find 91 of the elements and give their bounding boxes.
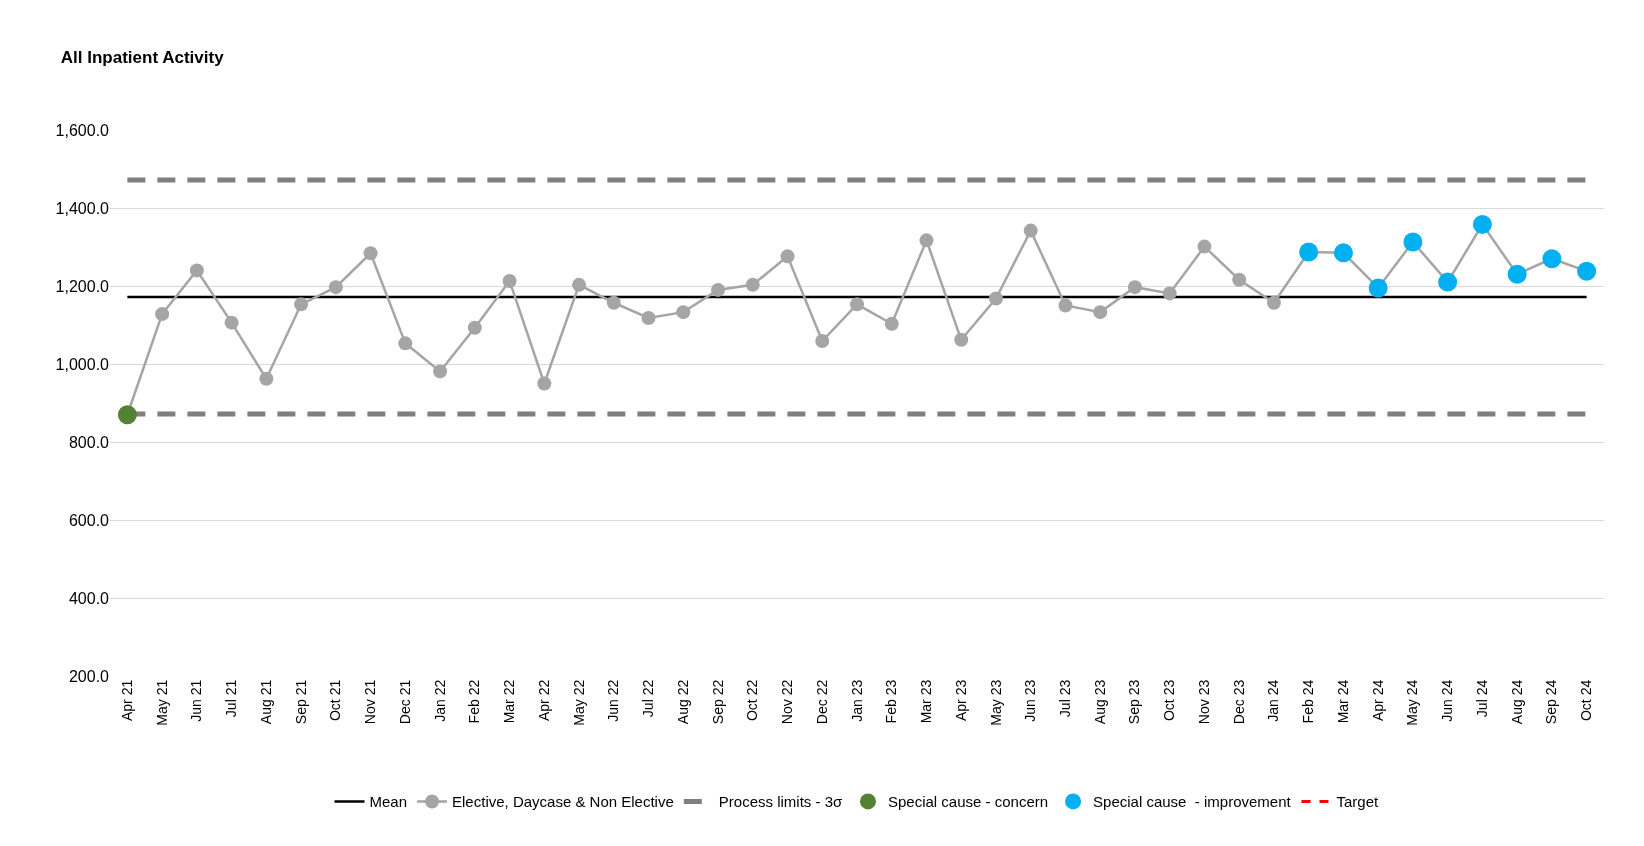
point <box>502 273 517 288</box>
y-tick-label: 1,600.0 <box>55 121 110 139</box>
x-tick-label: May 21 <box>153 679 170 726</box>
point <box>537 376 552 391</box>
point <box>467 320 482 335</box>
x-tick-label: Sep 23 <box>1126 679 1143 725</box>
y-tick-label: 1,400.0 <box>55 199 110 217</box>
point <box>1162 286 1177 301</box>
x-tick-label: Jan 24 <box>1265 679 1282 722</box>
x-tick-label: Dec 23 <box>1230 679 1247 725</box>
point <box>676 305 691 320</box>
x-tick-label: Sep 22 <box>709 679 726 725</box>
point <box>259 371 274 386</box>
x-tick-label: May 23 <box>987 679 1004 726</box>
x-tick-label: Nov 23 <box>1195 679 1212 725</box>
point <box>1232 272 1247 287</box>
point <box>1197 239 1212 254</box>
legend-label: Elective, Daycase & Non Elective <box>452 793 674 811</box>
y-tick-label: 1,200.0 <box>55 277 110 295</box>
point <box>1058 298 1073 313</box>
y-tick-label: 600.0 <box>68 511 110 529</box>
y-tick-label: 1,000.0 <box>55 355 110 373</box>
point <box>224 315 239 330</box>
point <box>155 307 170 322</box>
point <box>815 333 830 348</box>
point <box>398 336 413 351</box>
legend-label: Target <box>1336 793 1380 811</box>
x-tick-label: Sep 21 <box>292 679 309 725</box>
x-tick-label: Jun 24 <box>1439 679 1456 722</box>
x-tick-label: Nov 22 <box>779 679 796 725</box>
x-tick-label: Feb 22 <box>466 679 483 724</box>
x-tick-label: Apr 22 <box>535 679 552 722</box>
point <box>433 364 448 379</box>
point <box>850 297 864 312</box>
x-tick-label: Jul 22 <box>640 679 657 718</box>
point <box>606 295 621 310</box>
x-tick-label: Oct 24 <box>1578 679 1595 722</box>
point <box>745 277 760 292</box>
legend-label: Mean <box>369 793 408 811</box>
x-tick-label: Apr 24 <box>1369 679 1386 722</box>
point <box>711 282 726 297</box>
legend-label: Special cause - improvement <box>1093 793 1292 811</box>
point <box>1023 223 1038 238</box>
x-tick-label: Aug 21 <box>257 679 274 725</box>
x-tick-label: Sep 24 <box>1543 679 1560 725</box>
x-tick-label: Apr 21 <box>118 679 135 722</box>
x-tick-label: Jan 23 <box>848 679 865 722</box>
point <box>919 233 934 248</box>
x-tick-label: Jun 21 <box>188 679 205 722</box>
point <box>1266 295 1281 310</box>
point <box>884 316 899 331</box>
x-tick-label: May 22 <box>570 679 587 726</box>
x-tick-label: Dec 22 <box>813 679 830 725</box>
x-tick-label: Oct 22 <box>744 679 761 722</box>
point <box>780 249 795 264</box>
point <box>189 263 204 278</box>
x-tick-label: Aug 22 <box>674 679 691 725</box>
point <box>572 277 587 292</box>
chart-title: All Inpatient Activity <box>60 47 225 67</box>
x-tick-label: Jan 22 <box>431 679 448 722</box>
x-tick-label: Jul 21 <box>223 679 240 718</box>
x-tick-label: Jun 23 <box>1022 679 1039 722</box>
x-tick-label: Feb 23 <box>883 679 900 724</box>
x-tick-label: Jul 23 <box>1057 679 1074 718</box>
x-tick-label: Mar 23 <box>918 679 935 724</box>
point <box>294 297 309 312</box>
x-tick-label: Dec 21 <box>396 679 413 725</box>
y-tick-label: 800.0 <box>68 433 110 451</box>
x-tick-label: Mar 22 <box>501 679 518 724</box>
x-tick-label: Aug 23 <box>1091 679 1108 725</box>
x-tick-label: Nov 21 <box>362 679 379 725</box>
x-tick-label: Jul 24 <box>1473 679 1490 718</box>
point <box>641 310 656 325</box>
x-tick-label: Mar 24 <box>1334 679 1351 724</box>
x-tick-label: Oct 21 <box>327 679 344 722</box>
legend-label: Process limits - 3σ <box>718 793 843 811</box>
legend-label: Special cause - concern <box>887 793 1049 811</box>
x-tick-label: Oct 23 <box>1161 679 1178 722</box>
point <box>1127 280 1142 295</box>
x-tick-label: Aug 24 <box>1508 679 1525 725</box>
y-tick-label: 400.0 <box>68 589 110 607</box>
x-tick-label: Feb 24 <box>1300 679 1317 724</box>
point <box>954 332 969 347</box>
point <box>328 280 343 295</box>
y-tick-label: 200.0 <box>68 667 110 685</box>
point <box>363 246 378 261</box>
point <box>988 291 1003 306</box>
x-tick-label: May 24 <box>1404 679 1421 726</box>
x-tick-label: Apr 23 <box>952 679 969 722</box>
x-tick-label: Jun 22 <box>605 679 622 722</box>
point <box>1093 305 1108 320</box>
